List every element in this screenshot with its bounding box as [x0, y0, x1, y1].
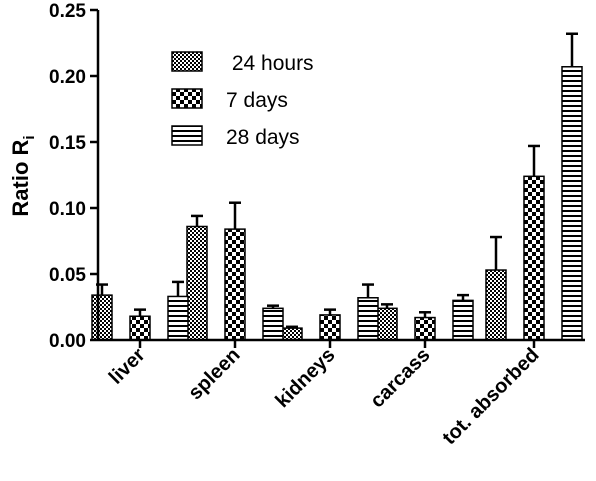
bar-liver-series-2: [129, 315, 151, 341]
bar-carcass-series-1: [376, 307, 398, 341]
bar-spleen-series-1: [186, 225, 208, 341]
bar-tot-absorbed-series-3: [561, 66, 583, 341]
bar-kidneys-series-2: [319, 314, 341, 341]
bar-liver-series-1: [91, 294, 113, 341]
legend-swatch-2: [171, 88, 203, 109]
y-tick-label: 0.05: [49, 265, 86, 286]
bar-kidneys-series-1: [281, 327, 303, 341]
y-axis-label-group: Ratio Ri: [8, 135, 38, 216]
axes: 0.00 0.05 0.10 0.15 0.20 0.25 liver spleen kidne…: [49, 1, 585, 449]
bar-tot-absorbed-series-2: [523, 175, 545, 341]
bar-spleen-series-2: [224, 228, 246, 341]
bar-carcass-series-3: [452, 299, 474, 341]
y-tick-label: 0.20: [49, 67, 86, 88]
plot-area: [91, 32, 583, 341]
y-axis-label: Ratio Ri: [8, 135, 38, 216]
bar-tot-absorbed-series-1: [485, 269, 507, 341]
y-tick-label: 0.25: [49, 1, 86, 22]
bar-liver-series-3: [167, 295, 189, 341]
bar-kidneys-series-3: [357, 297, 379, 341]
legend-label-2: 7 days: [226, 89, 288, 112]
x-tick-label-liver: liver: [105, 344, 150, 389]
legend-label-3: 28 days: [226, 126, 300, 149]
x-tick-label-carcass: carcass: [366, 344, 434, 412]
legend-swatch-3: [171, 125, 203, 146]
x-tick-label-kidneys: kidneys: [271, 344, 339, 412]
bar-carcass-series-2: [414, 316, 436, 341]
x-tick-label-tot-absorbed: tot. absorbed: [438, 344, 543, 449]
bar-spleen-series-3: [262, 307, 284, 341]
y-tick-label: 0.00: [49, 331, 86, 352]
legend-swatch-1: [171, 51, 203, 72]
y-axis-label-subscript: i: [21, 135, 38, 139]
y-tick-label: 0.10: [49, 199, 86, 220]
legend: 24 hours 7 days 28 days: [171, 51, 314, 149]
x-tick-label-spleen: spleen: [184, 344, 244, 404]
y-tick-label: 0.15: [49, 133, 86, 154]
y-axis-label-text: Ratio R: [8, 139, 33, 216]
legend-label-1: 24 hours: [226, 52, 314, 75]
